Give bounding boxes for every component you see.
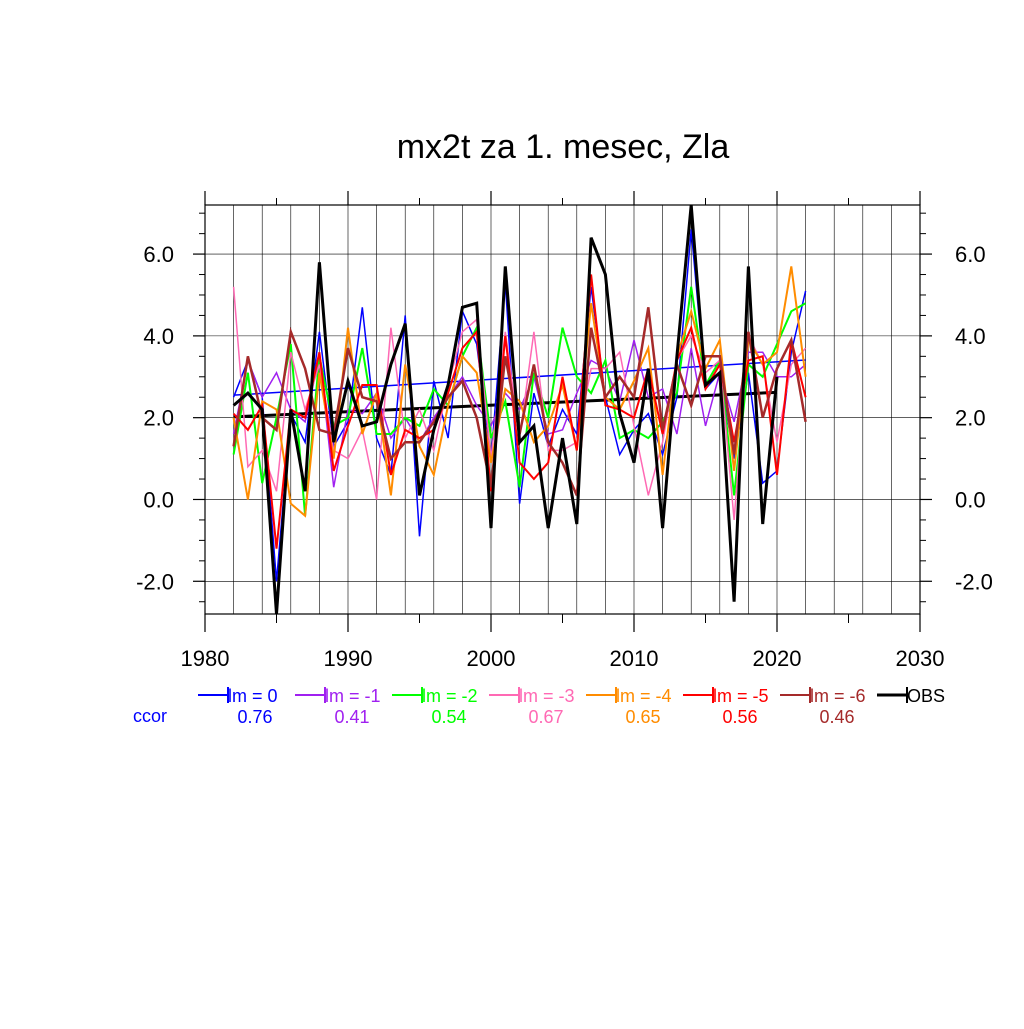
legend-ccor-value: 0.76 <box>237 707 272 727</box>
legend-label: lm = 0 <box>228 686 278 706</box>
series-line-7 <box>232 204 779 615</box>
y-tick-label-right: 2.0 <box>955 406 986 431</box>
series-lines <box>232 204 807 615</box>
legend-label: lm = -4 <box>616 686 672 706</box>
legend-ccor-value: 0.46 <box>819 707 854 727</box>
y-tick-label-right: 6.0 <box>955 242 986 267</box>
legend-label: lm = -2 <box>422 686 478 706</box>
grid <box>205 205 920 614</box>
y-tick-label-left: 6.0 <box>143 242 174 267</box>
series-line-2 <box>232 286 807 516</box>
axes: 1980 1990 2000 2010 2020 2030 -2.0 -2.0 0.0 0.0 2.… <box>136 191 993 671</box>
x-tick-label: 2010 <box>610 646 659 671</box>
legend-label: lm = -6 <box>810 686 866 706</box>
chart-title: mx2t za 1. mesec, Zla <box>397 128 730 166</box>
series-line-1 <box>232 339 807 488</box>
y-tick-label-left: 2.0 <box>143 406 174 431</box>
y-tick-label-right: 0.0 <box>955 487 986 512</box>
x-tick-label: 2030 <box>896 646 945 671</box>
legend-ccor-value: 0.65 <box>625 707 660 727</box>
legend-label: OBS <box>907 686 945 706</box>
legend-ccor-value: 0.56 <box>722 707 757 727</box>
legend-ccor-value: 0.41 <box>334 707 369 727</box>
x-tick-label: 2020 <box>753 646 802 671</box>
y-tick-label-right: 4.0 <box>955 324 986 349</box>
x-tick-label: 1990 <box>324 646 373 671</box>
series-line-0 <box>232 229 807 582</box>
y-tick-label-right: -2.0 <box>955 569 993 594</box>
x-tick-label: 1980 <box>181 646 230 671</box>
y-tick-label-left: 0.0 <box>143 487 174 512</box>
x-tick-label: 2000 <box>467 646 516 671</box>
y-tick-label-left: 4.0 <box>143 324 174 349</box>
legend-label: lm = -3 <box>519 686 575 706</box>
legend-ccor-value: 0.67 <box>528 707 563 727</box>
legend-ccor-value: 0.54 <box>431 707 466 727</box>
legend-label: lm = -1 <box>325 686 381 706</box>
y-tick-label-left: -2.0 <box>136 569 174 594</box>
ccor-label: ccor <box>133 706 167 726</box>
legend-label: lm = -5 <box>713 686 769 706</box>
